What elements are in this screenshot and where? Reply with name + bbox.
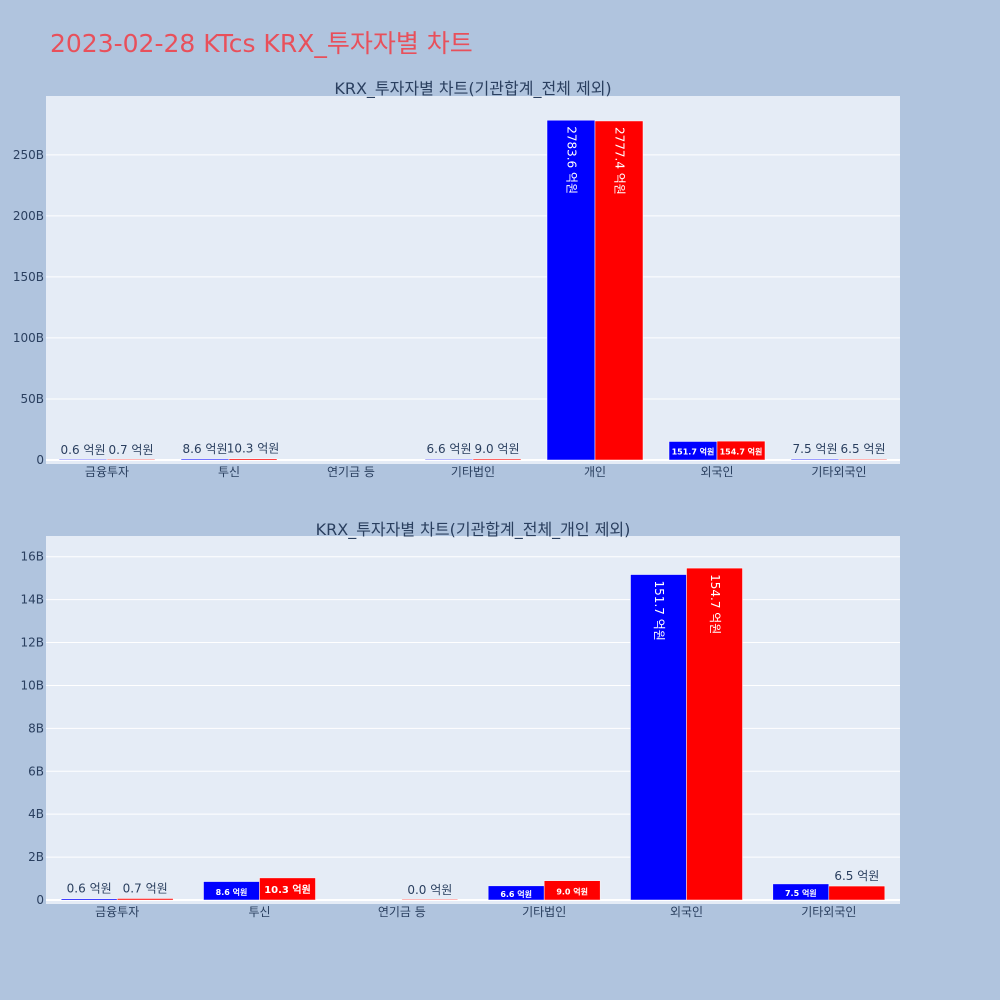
data-label: 9.0 억원	[475, 442, 520, 456]
y-tick-label: 12B	[20, 636, 44, 650]
bar	[716, 440, 766, 461]
chart-title: KRX_투자자별 차트(기관합계_전체_개인 제외)	[316, 520, 631, 540]
bar	[401, 898, 459, 901]
bar	[790, 458, 840, 461]
x-tick-label: 연기금 등	[378, 905, 426, 919]
x-tick-label: 투신	[248, 905, 270, 919]
page-title: 2023-02-28 KTcs KRX_투자자별 차트	[50, 29, 473, 58]
y-tick-label: 200B	[13, 209, 44, 223]
data-label: 6.5 억원	[834, 869, 879, 883]
data-label: 0.0 억원	[407, 883, 452, 897]
data-label: 7.5 억원	[793, 442, 838, 456]
bar	[106, 458, 156, 461]
y-tick-label: 50B	[20, 392, 44, 406]
x-tick-label: 금융투자	[85, 465, 129, 479]
data-label: 154.7 억원	[720, 447, 763, 457]
y-tick-label: 16B	[20, 550, 44, 564]
bar	[838, 458, 888, 461]
data-label: 2777.4 억원	[613, 127, 627, 195]
y-tick-label: 6B	[28, 764, 44, 778]
bar	[686, 567, 743, 901]
x-tick-label: 외국인	[700, 465, 733, 479]
bar	[60, 898, 118, 901]
data-label: 7.5 억원	[785, 888, 817, 898]
bar	[116, 898, 174, 901]
x-tick-label: 연기금 등	[327, 465, 375, 479]
bar	[828, 885, 886, 901]
data-label: 9.0 억원	[556, 886, 588, 896]
y-tick-label: 14B	[20, 593, 44, 607]
y-tick-label: 10B	[20, 678, 44, 692]
bar	[228, 458, 278, 461]
x-tick-label: 투신	[218, 465, 240, 479]
data-label: 8.6 억원	[216, 887, 248, 897]
data-label: 154.7 억원	[708, 574, 722, 634]
y-tick-label: 100B	[13, 331, 44, 345]
x-tick-label: 금융투자	[95, 905, 139, 919]
bar-chart-2: 0 2B 4B 6B 8B 10B 12B 14B 16B KRX_투자자별 차트(기관합계_전체…	[20, 520, 900, 919]
bar	[546, 119, 596, 461]
data-label: 151.7 억원	[672, 447, 715, 457]
chart-title: KRX_투자자별 차트(기관합계_전체 제외)	[334, 79, 611, 99]
data-label: 151.7 억원	[652, 581, 666, 641]
x-tick-label: 외국인	[670, 905, 703, 919]
bar-chart-1: 0 50B 100B 150B 200B 250B KRX_투자자별 차트(기관합계_전체 …	[13, 79, 900, 479]
x-tick-label: 기타외국인	[811, 465, 866, 479]
data-label: 8.6 억원	[183, 442, 228, 456]
y-tick-label: 8B	[28, 721, 44, 735]
plot-area	[46, 536, 900, 904]
data-label: 0.6 억원	[67, 882, 112, 896]
x-tick-label: 개인	[584, 465, 606, 479]
bar	[58, 458, 108, 461]
bar	[180, 458, 230, 461]
data-label: 0.7 억원	[123, 881, 168, 895]
data-label: 0.6 억원	[61, 443, 106, 457]
x-tick-label: 기타외국인	[801, 905, 856, 919]
data-label: 2783.6 억원	[565, 126, 579, 194]
y-tick-label: 150B	[13, 270, 44, 284]
data-label: 6.6 억원	[427, 442, 472, 456]
x-tick-label: 기타법인	[522, 905, 566, 919]
data-label: 10.3 억원	[264, 883, 311, 896]
bar	[543, 880, 601, 901]
plot-area	[46, 96, 900, 464]
y-tick-label: 4B	[28, 807, 44, 821]
y-tick-label: 250B	[13, 148, 44, 162]
y-tick-label: 0	[36, 453, 44, 467]
bar	[424, 458, 474, 461]
bar	[472, 458, 522, 461]
bar	[630, 574, 687, 901]
bar	[259, 877, 316, 901]
data-label: 0.7 억원	[109, 443, 154, 457]
y-tick-label: 0	[36, 893, 44, 907]
data-label: 6.6 억원	[500, 889, 532, 899]
data-label: 6.5 억원	[841, 442, 886, 456]
y-tick-label: 2B	[28, 850, 44, 864]
data-label: 10.3 억원	[227, 442, 280, 456]
bar	[594, 120, 644, 461]
x-tick-label: 기타법인	[451, 465, 495, 479]
